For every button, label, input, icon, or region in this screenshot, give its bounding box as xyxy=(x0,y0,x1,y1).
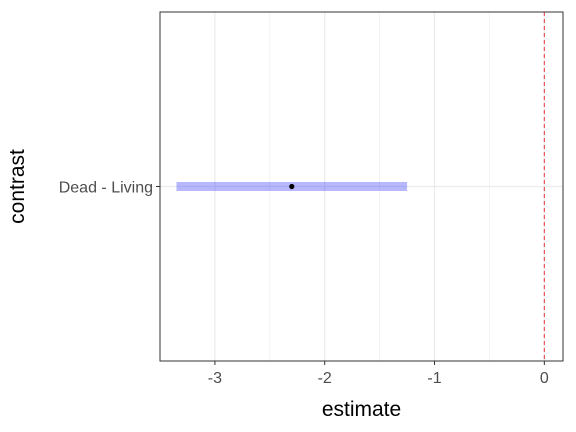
x-tick-label: -1 xyxy=(427,370,441,387)
estimate-point xyxy=(289,183,295,190)
x-tick-label: -3 xyxy=(208,370,222,387)
y-axis: Dead - Living xyxy=(59,180,160,197)
y-axis-title: contrast xyxy=(6,149,29,224)
y-tick-label: Dead - Living xyxy=(59,180,153,197)
chart-marks xyxy=(176,12,545,361)
x-tick-label: 0 xyxy=(540,370,549,387)
x-axis: -3 -2 -1 0 xyxy=(208,361,549,387)
x-tick-label: -2 xyxy=(318,370,332,387)
x-axis-title: estimate xyxy=(322,398,401,421)
